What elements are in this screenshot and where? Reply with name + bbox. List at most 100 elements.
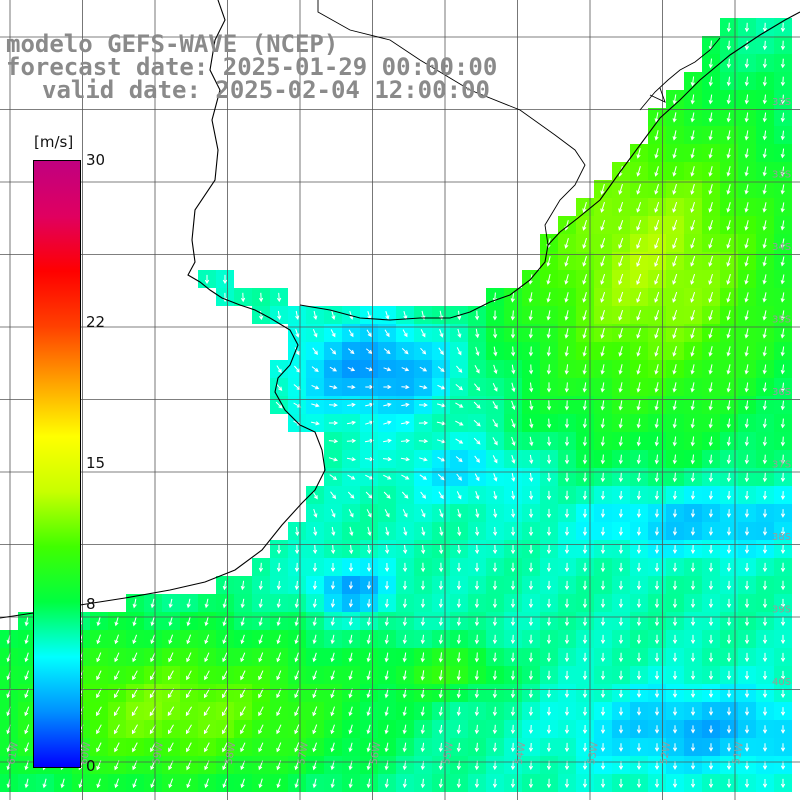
wind-arrow [402, 670, 407, 681]
wind-arrow [132, 778, 137, 789]
wind-arrow [672, 509, 678, 518]
wind-arrow [654, 616, 660, 627]
wind-arrow [546, 508, 552, 519]
wind-arrow [474, 526, 480, 537]
wind-arrow [384, 544, 390, 555]
wind-arrow [546, 472, 552, 483]
wind-arrow [600, 670, 606, 681]
wind-arrow [726, 616, 732, 627]
wind-arrow [672, 148, 677, 159]
wind-arrow [726, 255, 731, 267]
wind-arrow [600, 201, 605, 213]
wind-arrow [582, 310, 587, 321]
wind-arrow [600, 688, 606, 699]
wind-arrow [600, 238, 606, 249]
wind-arrow [348, 670, 353, 681]
wind-arrow [402, 724, 407, 735]
wind-arrow [762, 22, 768, 33]
wind-arrow [113, 706, 120, 717]
wind-arrow [708, 472, 714, 483]
wind-arrow [364, 456, 375, 462]
wind-arrow [438, 724, 443, 735]
wind-arrow [384, 778, 389, 789]
wind-arrow [474, 310, 480, 321]
wind-arrow [654, 527, 660, 536]
wind-arrow [510, 544, 516, 555]
wind-arrow [420, 634, 425, 645]
wind-arrow [439, 526, 444, 537]
wind-arrow [330, 347, 337, 355]
wind-arrow [222, 652, 228, 663]
wind-arrow [744, 671, 750, 681]
wind-arrow [312, 688, 318, 699]
wind-arrow [618, 255, 624, 267]
wind-arrow [438, 778, 444, 789]
wind-arrow [492, 706, 498, 717]
wind-arrow [744, 166, 749, 177]
wind-arrow [348, 724, 353, 735]
wind-arrow [150, 778, 156, 789]
wind-arrow [400, 438, 411, 444]
wind-arrow [672, 761, 678, 770]
wind-arrow [690, 634, 696, 645]
wind-arrow [114, 778, 119, 789]
lat-label: 35S [772, 315, 791, 326]
wind-arrow [438, 688, 443, 699]
wind-arrow [690, 652, 696, 663]
wind-arrow [618, 346, 623, 357]
wind-arrow [636, 400, 641, 411]
wind-arrow [437, 456, 446, 462]
wind-arrow [456, 562, 462, 573]
wind-arrow [564, 400, 570, 411]
wind-arrow [528, 616, 534, 627]
wind-arrow [600, 346, 605, 357]
wind-arrow [708, 454, 713, 465]
wind-arrow [672, 634, 678, 645]
wind-arrow [726, 634, 732, 645]
wind-arrow [672, 779, 678, 789]
wind-arrow [636, 562, 642, 573]
wind-arrow [366, 778, 371, 789]
wind-arrow [473, 437, 481, 445]
wind-arrow [419, 402, 428, 408]
wind-arrow [690, 364, 695, 375]
wind-arrow [744, 382, 749, 393]
wind-arrow [762, 472, 768, 483]
wind-arrow [348, 599, 354, 608]
wind-arrow [708, 166, 713, 177]
lat-label: 36S [772, 387, 791, 398]
wind-arrow [600, 652, 606, 663]
wind-arrow [708, 310, 713, 321]
wind-arrow [366, 742, 371, 753]
wind-arrow [582, 670, 588, 681]
wind-arrow [726, 364, 731, 375]
wind-arrow [312, 652, 317, 663]
wind-arrow [294, 706, 300, 717]
wind-arrow [654, 707, 660, 716]
wind-arrow [402, 742, 407, 753]
wind-arrow [437, 474, 445, 481]
wind-arrow [511, 436, 516, 446]
wind-arrow [528, 706, 534, 717]
wind-arrow [528, 328, 533, 339]
wind-arrow [383, 438, 392, 443]
wind-arrow [744, 545, 750, 554]
wind-arrow [365, 491, 373, 499]
wind-arrow [330, 599, 336, 608]
wind-arrow [618, 509, 624, 518]
wind-arrow [276, 383, 283, 392]
wind-arrow [600, 273, 606, 285]
wind-arrow [708, 634, 714, 645]
wind-arrow [600, 454, 606, 465]
wind-arrow [96, 652, 102, 663]
wind-arrow [744, 202, 749, 213]
wind-arrow [744, 274, 749, 285]
wind-arrow [114, 688, 120, 699]
wind-arrow [492, 652, 498, 663]
wind-arrow [203, 688, 210, 699]
wind-arrow [582, 706, 588, 717]
wind-arrow [348, 563, 354, 572]
wind-arrow [636, 490, 642, 501]
wind-arrow [582, 472, 588, 483]
wind-arrow [457, 526, 462, 537]
